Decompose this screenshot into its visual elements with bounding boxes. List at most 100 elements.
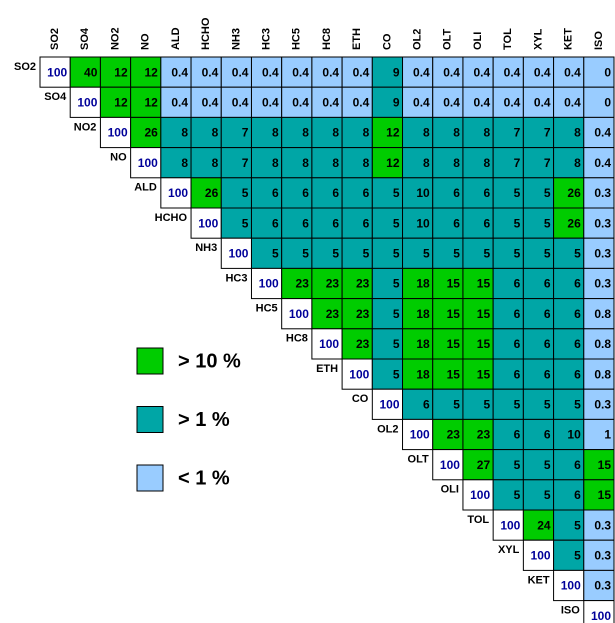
cell-value: 0.4: [594, 126, 611, 140]
cell-value: 0.4: [202, 65, 219, 79]
cell-value: 8: [363, 156, 370, 170]
cell-value: 10: [416, 186, 430, 200]
cell: [553, 418, 585, 451]
cell: [311, 56, 343, 88]
column-header: ISO: [593, 31, 605, 50]
cell-value: 18: [416, 307, 430, 321]
cell-value: 0.4: [322, 65, 339, 79]
cell: [583, 237, 615, 269]
cell-value: 100: [349, 367, 369, 381]
cell-value: 0.4: [413, 95, 430, 109]
cell-value: 5: [514, 397, 521, 411]
row-header: ETH: [316, 363, 338, 375]
cell: [402, 177, 434, 209]
cell-value: 6: [272, 216, 279, 230]
cell-value: 100: [168, 186, 188, 200]
column-header: NO: [140, 33, 152, 50]
cell: [492, 418, 524, 451]
cell-value: 5: [363, 246, 370, 260]
cell-value: 8: [302, 126, 309, 140]
column-header: NO2: [109, 27, 121, 50]
cell-value: 6: [302, 216, 309, 230]
cell-value: 5: [453, 397, 460, 411]
cell-value: 7: [544, 126, 551, 140]
cell-value: 6: [272, 186, 279, 200]
cell-value: 8: [483, 156, 490, 170]
cell-value: 8: [574, 126, 581, 140]
cell-value: 0.4: [534, 95, 551, 109]
cell-value: 0.4: [292, 95, 309, 109]
cell: [583, 328, 615, 360]
row-header: HCHO: [155, 212, 188, 224]
column-header: SO2: [49, 28, 61, 50]
legend-swatch: [136, 347, 164, 375]
cell-value: 18: [416, 367, 430, 381]
cell: [281, 207, 313, 239]
cell: [522, 237, 555, 269]
cell-value: 5: [423, 246, 430, 260]
row-header: NO: [110, 152, 127, 164]
cell: [583, 509, 615, 541]
cell-value: 0.4: [353, 65, 370, 79]
cell: [492, 56, 524, 88]
cell-value: 0.4: [413, 65, 430, 79]
cell: [39, 56, 71, 88]
cell: [250, 147, 283, 179]
cell-value: 100: [77, 95, 97, 109]
cell-value: 5: [393, 277, 400, 291]
cell-value: 100: [440, 458, 460, 472]
cell: [462, 177, 494, 209]
row-header: CO: [352, 393, 369, 405]
cell-value: 5: [242, 216, 249, 230]
cell-value: 0.8: [594, 337, 611, 351]
row-header: KET: [528, 574, 550, 586]
cell-value: 5: [574, 397, 581, 411]
cell-value: 12: [144, 95, 158, 109]
cell-value: 8: [483, 126, 490, 140]
cell: [311, 116, 343, 149]
cell-value: 5: [393, 186, 400, 200]
cell: [522, 147, 555, 179]
cell-value: 15: [477, 337, 491, 351]
cell: [130, 147, 162, 179]
cell-value: 6: [363, 186, 370, 200]
column-header: TOL: [502, 28, 514, 50]
cell-value: 6: [544, 307, 551, 321]
column-header: HC8: [321, 28, 333, 50]
cell: [522, 449, 555, 481]
cell: [99, 116, 132, 149]
cell-value: 100: [198, 216, 218, 230]
cell: [402, 418, 434, 451]
column-header: OLI: [472, 32, 484, 50]
cell-value: 0.8: [594, 307, 611, 321]
cell: [553, 267, 585, 300]
cell-value: 5: [393, 246, 400, 260]
legend-label: > 10 %: [178, 350, 241, 372]
cell-value: 0.4: [353, 95, 370, 109]
cell: [553, 147, 585, 179]
cell-value: 9: [393, 95, 400, 109]
row-header: ISO: [561, 605, 580, 617]
cell: [583, 116, 615, 149]
column-header: CO: [381, 33, 393, 50]
column-header: OLT: [442, 29, 454, 50]
cell: [190, 56, 222, 88]
cell-value: 18: [416, 337, 430, 351]
column-header: ETH: [351, 28, 363, 50]
cell: [583, 56, 615, 88]
cell-value: 23: [326, 307, 340, 321]
row-header: HC5: [256, 303, 278, 315]
column-header: KET: [563, 28, 575, 50]
cell-value: 5: [272, 246, 279, 260]
cell: [250, 177, 283, 209]
cell-value: 100: [500, 518, 520, 532]
cell-value: 8: [363, 126, 370, 140]
cell-value: 8: [453, 156, 460, 170]
cell: [160, 86, 192, 118]
cell-value: 6: [363, 216, 370, 230]
cell-value: 0.3: [594, 246, 611, 260]
row-header: TOL: [467, 514, 489, 526]
cell-value: 0.4: [232, 65, 249, 79]
column-header: HCHO: [200, 17, 212, 50]
cell-value: 15: [477, 277, 491, 291]
